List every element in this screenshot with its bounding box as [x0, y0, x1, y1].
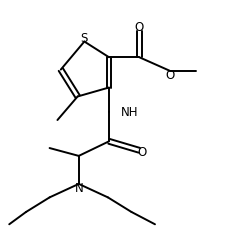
Text: S: S	[81, 32, 88, 44]
Text: O: O	[135, 21, 144, 34]
Text: O: O	[165, 69, 175, 82]
Text: NH: NH	[121, 106, 139, 118]
Text: O: O	[137, 145, 146, 158]
Text: N: N	[75, 182, 84, 195]
